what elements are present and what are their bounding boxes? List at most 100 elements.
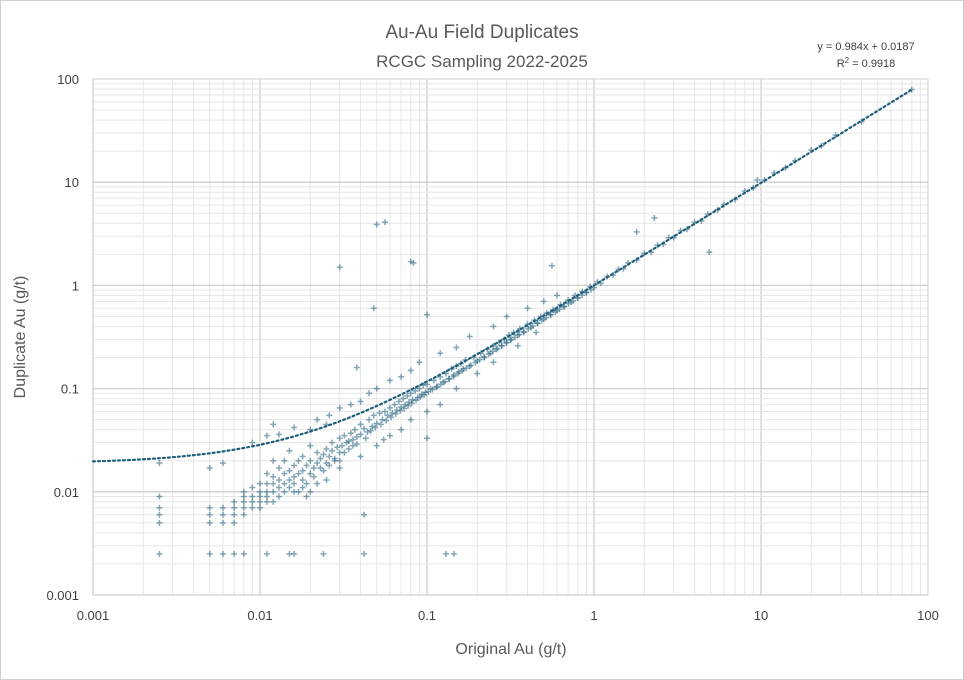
data-point bbox=[485, 351, 492, 358]
data-point bbox=[331, 455, 338, 462]
data-point bbox=[476, 356, 483, 363]
data-point bbox=[832, 132, 839, 139]
data-point bbox=[437, 381, 444, 388]
data-point bbox=[219, 460, 226, 467]
data-point bbox=[610, 272, 617, 279]
data-point bbox=[357, 431, 364, 438]
data-point bbox=[691, 219, 698, 226]
data-point bbox=[704, 211, 711, 218]
data-point bbox=[511, 334, 518, 341]
y-tick-label: 1 bbox=[72, 278, 79, 293]
data-point bbox=[433, 384, 440, 391]
x-tick-label: 0.1 bbox=[418, 608, 436, 623]
x-tick-label: 100 bbox=[917, 608, 939, 623]
y-tick-label: 10 bbox=[65, 175, 79, 190]
data-point bbox=[381, 219, 388, 226]
data-point bbox=[453, 385, 460, 392]
data-point bbox=[410, 259, 417, 266]
data-point bbox=[249, 493, 256, 500]
data-point bbox=[263, 432, 270, 439]
data-point bbox=[417, 393, 424, 400]
data-point bbox=[347, 401, 354, 408]
data-point bbox=[263, 470, 270, 477]
data-point bbox=[376, 410, 383, 417]
data-point bbox=[520, 328, 527, 335]
data-point bbox=[741, 188, 748, 195]
data-point bbox=[286, 447, 293, 454]
data-point bbox=[326, 462, 333, 469]
data-point bbox=[490, 323, 497, 330]
data-point bbox=[299, 453, 306, 460]
data-point bbox=[553, 292, 560, 299]
data-point bbox=[341, 432, 348, 439]
r2-value: = 0.9918 bbox=[849, 58, 895, 70]
data-point bbox=[334, 444, 341, 451]
data-point bbox=[281, 470, 288, 477]
data-point bbox=[347, 430, 354, 437]
data-point bbox=[397, 407, 404, 414]
data-point bbox=[291, 550, 298, 557]
data-point bbox=[206, 465, 213, 472]
data-point bbox=[587, 283, 594, 290]
data-point bbox=[506, 332, 513, 339]
data-point bbox=[750, 184, 757, 191]
data-point bbox=[240, 498, 247, 505]
data-point bbox=[372, 424, 379, 431]
x-axis-title: Original Au (g/t) bbox=[455, 641, 566, 658]
data-point bbox=[231, 519, 238, 526]
data-point bbox=[156, 493, 163, 500]
data-point bbox=[362, 435, 369, 442]
data-point bbox=[490, 342, 497, 349]
data-point bbox=[570, 297, 577, 304]
data-point bbox=[470, 354, 477, 361]
data-point bbox=[683, 226, 690, 233]
x-tick-label: 10 bbox=[754, 608, 768, 623]
data-point bbox=[156, 460, 163, 467]
data-point bbox=[336, 404, 343, 411]
data-point bbox=[677, 227, 684, 234]
y-tick-label: 0.001 bbox=[46, 588, 79, 603]
data-point bbox=[156, 550, 163, 557]
data-point bbox=[413, 397, 420, 404]
data-point bbox=[534, 320, 541, 327]
plot-border bbox=[92, 78, 929, 596]
data-point bbox=[407, 416, 414, 423]
data-point bbox=[373, 420, 380, 427]
data-point bbox=[310, 465, 317, 472]
data-point bbox=[463, 365, 470, 372]
data-point bbox=[357, 398, 364, 405]
data-point bbox=[249, 504, 256, 511]
data-point bbox=[458, 367, 465, 374]
data-point bbox=[329, 439, 336, 446]
data-point bbox=[625, 259, 632, 266]
data-point bbox=[257, 480, 263, 487]
data-point bbox=[454, 370, 461, 377]
data-point bbox=[286, 467, 293, 474]
data-point bbox=[858, 118, 865, 125]
data-point bbox=[670, 234, 677, 241]
data-point bbox=[424, 311, 430, 318]
data-point bbox=[317, 455, 324, 462]
data-point bbox=[446, 375, 453, 382]
data-point bbox=[276, 484, 283, 491]
data-point bbox=[531, 317, 538, 324]
data-point bbox=[404, 392, 411, 399]
data-point bbox=[219, 504, 226, 511]
data-point bbox=[303, 462, 310, 469]
data-point bbox=[369, 423, 376, 430]
data-point bbox=[240, 488, 247, 495]
data-point bbox=[429, 386, 436, 393]
data-point bbox=[561, 303, 568, 310]
data-point bbox=[295, 470, 302, 477]
data-point bbox=[383, 417, 390, 424]
data-point bbox=[270, 421, 277, 428]
data-point bbox=[310, 473, 317, 480]
x-tick-labels: 0.001 0.01 0.1 1 10 100 bbox=[77, 608, 939, 623]
data-point bbox=[364, 428, 371, 435]
data-point bbox=[336, 435, 343, 442]
data-point bbox=[604, 273, 611, 280]
data-point bbox=[537, 313, 544, 320]
data-point bbox=[349, 442, 356, 449]
